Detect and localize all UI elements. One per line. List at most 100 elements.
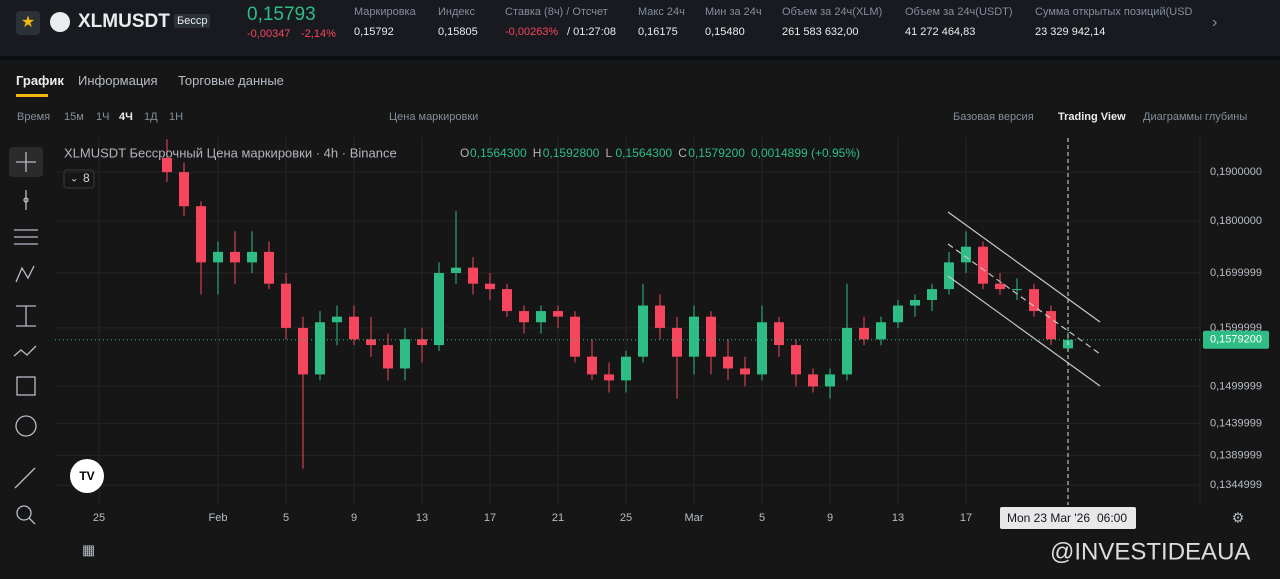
stat-value: 0,16175 [638,26,678,38]
legend-value: 0,1564300 [470,146,527,160]
candle-body [451,267,461,273]
candle-body [519,311,529,323]
candle-body [553,311,563,317]
candle-body [944,262,954,290]
x-tick-label: 13 [416,512,428,524]
view-option[interactable]: Диаграммы глубины [1143,111,1248,123]
stat-value: 41 272 464,83 [905,26,976,38]
settings[interactable]: ⚙ [1232,510,1245,526]
chevron: ⌄ [70,174,78,185]
candle-body [706,316,716,357]
tab[interactable]: Торговые данные [178,73,284,88]
view-option[interactable]: Базовая версия [953,111,1034,123]
stat-value: 0,15805 [438,26,478,38]
legend-change: 0,0014899 (+0.95%) [751,146,860,160]
candle-body [502,289,512,312]
stat-label: Сумма открытых позиций(USD [1035,6,1193,18]
stat-value: / 01:27:08 [567,26,616,38]
candle-body [196,206,206,263]
last-price-label: 0,1579200 [1210,334,1262,346]
candle-body [995,283,1005,290]
candle-body [213,251,223,263]
x-tick-label: 5 [283,512,289,524]
tv-logo-text: TV [79,469,94,483]
candle-body [400,339,410,369]
badge: Бесср [174,14,211,28]
legend-key: L [605,146,612,160]
next[interactable]: › [1212,14,1218,31]
candle-body [672,327,682,357]
interval[interactable]: 4Ч [119,111,133,123]
candle-body [230,251,240,263]
stat-label: Объем за 24ч(XLM) [782,6,883,18]
x-tick-label: 13 [892,512,904,524]
candle-body [587,356,597,375]
x-tick-label: 25 [93,512,105,524]
tab[interactable]: Информация [78,73,158,88]
interval[interactable]: 15м [64,111,84,123]
candle-body [876,322,886,340]
candle-body [536,311,546,323]
candle-body [910,300,920,306]
favorite[interactable]: ★ [16,11,40,35]
y-tick-label: 0,1439999 [1210,417,1262,429]
interval[interactable]: 1Д [144,111,158,123]
candle-body [978,246,988,284]
indicator-toggle[interactable] [63,169,95,189]
indicator-count: 8 [83,171,90,185]
candle-body [689,316,699,357]
x-tick-label: Feb [209,512,228,524]
candle-body [570,316,580,357]
x-tick-label: 9 [351,512,357,524]
stat-label: Макс 24ч [638,6,685,18]
legend-key: H [533,146,542,160]
candle-body [859,327,869,340]
x-tick-label: 5 [759,512,765,524]
x-tick-label: 25 [620,512,632,524]
candle-body [808,374,818,387]
interval[interactable]: 1Ч [96,111,110,123]
candle-body [893,305,903,323]
tab[interactable]: График [16,73,64,88]
view-option[interactable]: Trading View [1058,111,1126,123]
tab-underline [16,94,48,97]
calendar[interactable]: ▦ [82,542,95,558]
y-tick-label: 0,1499999 [1210,380,1262,392]
candle-body [247,251,257,263]
channel [947,211,1101,387]
candle-body [162,157,172,173]
stat-label: Мин за 24ч [705,6,762,18]
candle-body [468,267,478,284]
interval[interactable]: 1Н [169,111,184,123]
legend-key: O [460,146,469,160]
candle-body [332,316,342,323]
candle-body [1046,311,1056,340]
crosshair-time: 06:00 [1097,511,1127,525]
symbol[interactable]: XLMUSDT [78,11,170,32]
candle-body [842,327,852,375]
candle-body [961,246,971,263]
stat-value: 261 583 632,00 [782,26,859,38]
change: -0,00347 [247,28,291,40]
candle-body [825,374,835,387]
interval[interactable]: Время [17,111,51,123]
price-type[interactable]: Цена маркировки [389,111,479,123]
candle-body [417,339,427,346]
watermark: @INVESTIDEAUA [1050,538,1250,565]
y-tick-label: 0,1389999 [1210,449,1262,461]
x-tick-label: 17 [484,512,496,524]
chart-title: XLMUSDT Бессрочный Цена маркировки · 4h … [64,145,397,160]
stat-label: Маркировка [354,6,416,18]
y-tick-label: 0,1344999 [1210,479,1262,491]
candle-body [774,322,784,346]
y-tick-label: 0,1900000 [1210,166,1262,178]
ticker-bar: ★ XLMUSDT Бесср 0,15793 -0,00347 -2,14% … [0,0,1280,56]
x-tick-label: 17 [960,512,972,524]
legend-value: 0,1592800 [543,146,600,160]
candle-body [298,327,308,375]
candle-body [1012,289,1022,291]
candle-body [723,356,733,369]
y-tick-label: 0,1800000 [1210,215,1262,227]
